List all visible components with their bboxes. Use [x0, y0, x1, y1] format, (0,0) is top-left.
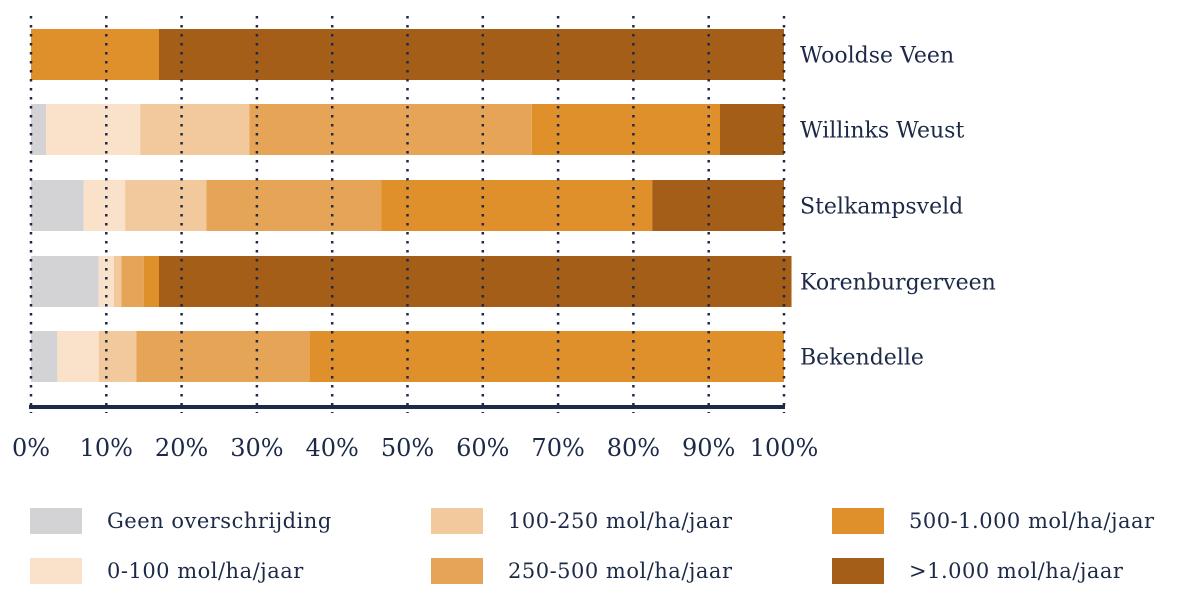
- category-label: Bekendelle: [800, 346, 924, 371]
- bar-segment: [31, 331, 58, 382]
- bars-group: [31, 29, 792, 382]
- legend-item: >1.000 mol/ha/jaar: [832, 557, 1123, 585]
- legend-swatch: [431, 558, 483, 584]
- bar-segment: [125, 180, 207, 231]
- bar-segment: [98, 256, 114, 307]
- bar-segment: [719, 104, 784, 155]
- legend-item: 500-1.000 mol/ha/jaar: [832, 507, 1155, 535]
- bar-segment: [57, 331, 99, 382]
- x-tick-label: 60%: [456, 434, 509, 462]
- legend-swatch: [832, 508, 884, 534]
- bar-segment: [531, 104, 720, 155]
- legend-label: 250-500 mol/ha/jaar: [508, 559, 733, 583]
- category-label: Stelkampsveld: [800, 195, 963, 220]
- bar-segment: [143, 256, 160, 307]
- bar-segment: [136, 331, 310, 382]
- legend-swatch: [431, 508, 483, 534]
- legend-label: 500-1.000 mol/ha/jaar: [909, 509, 1155, 533]
- bar-segment: [31, 180, 84, 231]
- x-tick-label: 80%: [607, 434, 660, 462]
- bar-segment: [140, 104, 250, 155]
- bar-segment: [113, 256, 122, 307]
- legend-label: 0-100 mol/ha/jaar: [107, 559, 304, 583]
- legend-swatch: [30, 508, 82, 534]
- grid-lines: [29, 16, 786, 413]
- legend-item: 0-100 mol/ha/jaar: [30, 557, 304, 585]
- bar-segment: [121, 256, 144, 307]
- x-tick-label: 20%: [155, 434, 208, 462]
- bar-segment: [83, 180, 126, 231]
- bar-segment: [206, 180, 382, 231]
- bar-segment: [46, 104, 141, 155]
- bar-segment: [309, 331, 784, 382]
- category-label: Wooldse Veen: [800, 44, 954, 69]
- legend-item: Geen overschrijding: [30, 507, 332, 535]
- legend-item: 100-250 mol/ha/jaar: [431, 507, 733, 535]
- x-tick-label: 30%: [230, 434, 283, 462]
- legend-swatch: [832, 558, 884, 584]
- bar-segment: [31, 104, 47, 155]
- bar-segment: [159, 256, 792, 307]
- category-label: Willinks Weust: [800, 119, 964, 144]
- x-tick-label: 40%: [306, 434, 359, 462]
- x-tick-label: 90%: [682, 434, 735, 462]
- legend-label: Geen overschrijding: [107, 509, 332, 533]
- legend-label: 100-250 mol/ha/jaar: [508, 509, 733, 533]
- stacked-bar-chart: Wooldse Veen Willinks Weust Stelkampsveld K…: [12, 16, 996, 462]
- bar-segment: [31, 256, 99, 307]
- legend-item: 250-500 mol/ha/jaar: [431, 557, 733, 585]
- bar-segment: [98, 331, 137, 382]
- legend-label: >1.000 mol/ha/jaar: [909, 559, 1124, 583]
- x-tick-label: 0%: [12, 434, 50, 462]
- x-tick-label: 100%: [750, 434, 819, 462]
- bar-segment: [159, 29, 784, 80]
- legend-swatch: [30, 558, 82, 584]
- x-tick-label: 10%: [80, 434, 133, 462]
- bar-segment: [31, 29, 160, 80]
- x-tick-labels: 0% 10% 20% 30% 40% 50% 60% 70% 80% 90% 100%: [12, 434, 818, 462]
- x-tick-label: 50%: [381, 434, 434, 462]
- bar-segment: [249, 104, 532, 155]
- bar-segment: [652, 180, 784, 231]
- bar-segment: [381, 180, 653, 231]
- x-tick-label: 70%: [531, 434, 584, 462]
- category-label: Korenburgerveen: [800, 271, 996, 296]
- category-labels: Wooldse Veen Willinks Weust Stelkampsveld K…: [800, 44, 996, 371]
